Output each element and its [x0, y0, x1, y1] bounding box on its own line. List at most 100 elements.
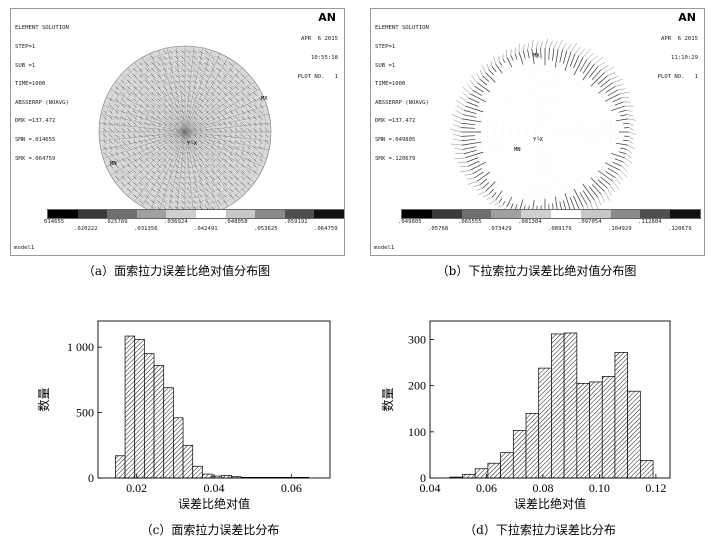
cable-element: [235, 188, 239, 192]
cable-element: [253, 146, 257, 150]
date-block-b: APR 6 2015 11:10:29 PLOT NO. 1: [658, 24, 698, 92]
legend-swatch: [48, 210, 78, 218]
lower-cable: [452, 133, 462, 137]
cable-element: [103, 140, 107, 144]
lower-cable: [485, 72, 496, 83]
lower-cable: [460, 96, 467, 103]
cable-element: [187, 152, 191, 156]
mesh-spoke: [184, 131, 271, 142]
cable-element: [181, 116, 185, 120]
cable-element: [133, 122, 137, 126]
y-tick-label: 0: [420, 471, 426, 485]
lower-cable: [615, 142, 629, 146]
lower-cable: [482, 75, 490, 82]
legend-tick-label: .048058: [224, 219, 248, 225]
lower-cable: [553, 41, 558, 49]
cable-element: [241, 134, 245, 138]
cable-element: [133, 68, 137, 72]
model-label: model1: [14, 245, 35, 251]
cable-element: [157, 182, 161, 186]
mesh-spoke: [99, 122, 186, 133]
cable-element: [235, 68, 239, 72]
lower-cable: [498, 61, 503, 66]
cable-element: [175, 134, 179, 138]
legend-swatch: [136, 210, 167, 218]
cable-element: [139, 152, 143, 156]
cable-element: [205, 116, 209, 120]
cable-element: [247, 134, 251, 138]
cable-element: [223, 200, 227, 204]
cable-element: [103, 134, 107, 138]
cable-element: [139, 146, 143, 150]
cable-element: [151, 146, 155, 150]
cable-element: [199, 158, 203, 162]
color-legend-a: [47, 209, 344, 219]
lower-cable: [607, 188, 612, 196]
cable-element: [217, 188, 221, 192]
legend-tick-label: .104929: [608, 226, 632, 232]
cable-element: [139, 74, 143, 78]
cable-element: [211, 80, 215, 84]
cable-element: [157, 200, 161, 204]
lower-cable: [540, 48, 542, 59]
lower-cable: [488, 69, 494, 76]
cable-element: [115, 128, 119, 132]
cable-element: [253, 134, 257, 138]
lower-cable: [607, 168, 618, 175]
cable-element: [223, 176, 227, 180]
cable-element: [211, 182, 215, 186]
cable-element: [229, 134, 233, 138]
lower-cable: [476, 82, 491, 93]
cable-element: [241, 104, 245, 108]
mn-label: MN: [110, 161, 117, 167]
cable-element: [163, 62, 167, 66]
lower-cable: [582, 63, 595, 81]
date-block-a: APR 6 2015 10:55:18 PLOT NO. 1: [298, 24, 338, 92]
cable-element: [133, 116, 137, 120]
cable-element: [211, 152, 215, 156]
cable-element: [247, 176, 251, 180]
cable-element: [121, 182, 125, 186]
cable-element: [205, 68, 209, 72]
cable-element: [247, 146, 251, 150]
plot-frame: [429, 320, 671, 479]
cable-element: [115, 152, 119, 156]
cable-element: [223, 62, 227, 66]
cable-element: [175, 194, 179, 198]
histogram-bar: [124, 335, 136, 479]
cable-element: [169, 134, 173, 138]
lower-cable: [476, 171, 491, 182]
cable-element: [205, 140, 209, 144]
cable-element: [211, 188, 215, 192]
cable-element: [211, 158, 215, 162]
cable-element: [229, 158, 233, 162]
cable-element: [163, 152, 167, 156]
lower-cable: [479, 78, 488, 86]
mesh-spoke: [141, 57, 186, 133]
legend-swatch: [77, 210, 108, 218]
cable-element: [235, 182, 239, 186]
cable-element: [187, 104, 191, 108]
cable-element: [175, 68, 179, 72]
cable-element: [121, 110, 125, 114]
cable-element: [175, 62, 179, 66]
cable-element: [241, 188, 245, 192]
cable-element: [235, 146, 239, 150]
cable-element: [229, 170, 233, 174]
cable-element: [211, 164, 215, 168]
lower-cable: [610, 153, 625, 159]
cable-element: [205, 86, 209, 90]
cable-element: [187, 122, 191, 126]
cable-element: [181, 74, 185, 78]
lower-cable: [477, 191, 486, 196]
histogram-bar: [487, 462, 501, 479]
cable-element: [181, 56, 185, 60]
cable-element: [115, 134, 119, 138]
cable-element: [229, 110, 233, 114]
cable-element: [133, 86, 137, 90]
cable-element: [121, 80, 125, 84]
cable-element: [121, 116, 125, 120]
cable-element: [253, 98, 257, 102]
lower-cable: [570, 42, 578, 53]
cable-element: [115, 146, 119, 150]
